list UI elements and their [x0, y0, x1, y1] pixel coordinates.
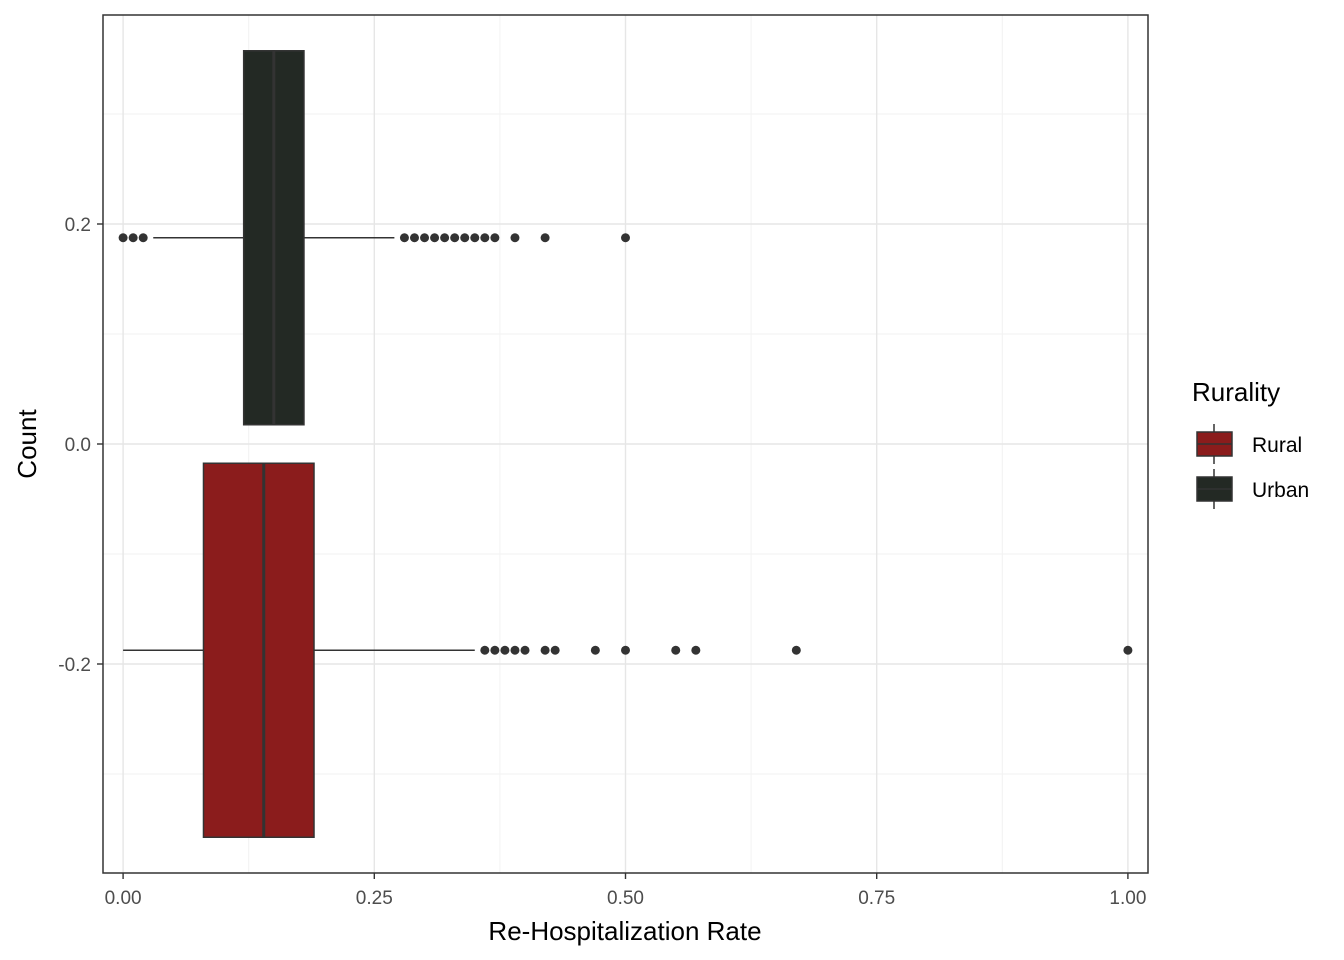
outlier-point [430, 233, 440, 243]
x-tick-label: 1.00 [1109, 888, 1146, 909]
outlier-point [409, 233, 419, 243]
outlier-point [691, 645, 701, 655]
outlier-point [500, 645, 510, 655]
outlier-point [399, 233, 409, 243]
outlier-point [440, 233, 450, 243]
legend-entry-rural: Rural [1196, 424, 1302, 464]
outlier-point [138, 233, 148, 243]
x-axis: 0.00 0.25 0.50 0.75 1.00 [105, 873, 1146, 909]
outlier-point [450, 233, 460, 243]
outlier-point [540, 645, 550, 655]
box-urban [118, 50, 630, 426]
outlier-point [510, 233, 520, 243]
legend-title: Rurality [1192, 377, 1280, 407]
legend-entry-urban: Urban [1196, 469, 1309, 509]
outlier-point [540, 233, 550, 243]
outlier-point [550, 645, 560, 655]
outlier-point [490, 645, 500, 655]
x-tick-label: 0.25 [356, 888, 393, 909]
outlier-point [420, 233, 430, 243]
y-axis-title: Count [12, 409, 42, 479]
box-rural [123, 462, 1133, 838]
outlier-point [671, 645, 681, 655]
outlier-point [621, 233, 630, 243]
y-axis: -0.2 0.0 0.2 [58, 215, 103, 676]
outlier-point [480, 645, 490, 655]
outlier-point [621, 645, 630, 655]
x-tick-label: 0.50 [607, 888, 644, 909]
outlier-point [480, 233, 490, 243]
x-tick-label: 0.75 [858, 888, 895, 909]
x-tick-label: 0.00 [105, 888, 142, 909]
legend-label: Rural [1252, 434, 1302, 457]
legend: Rurality Rural Urban [1192, 377, 1309, 509]
outlier-point [791, 645, 801, 655]
outlier-point [510, 645, 520, 655]
y-tick-label: 0.0 [65, 435, 91, 456]
outlier-point [590, 645, 600, 655]
y-tick-label: 0.2 [65, 215, 91, 236]
x-axis-title: Re-Hospitalization Rate [488, 916, 761, 946]
box-iqr [202, 462, 315, 838]
outlier-point [128, 233, 138, 243]
outlier-point [490, 233, 500, 243]
outlier-point [460, 233, 470, 243]
outlier-point [520, 645, 530, 655]
outlier-point [118, 233, 128, 243]
outlier-point [1123, 645, 1133, 655]
box-series [118, 50, 1133, 838]
legend-label: Urban [1252, 479, 1309, 502]
outlier-point [470, 233, 480, 243]
y-tick-label: -0.2 [58, 655, 91, 676]
